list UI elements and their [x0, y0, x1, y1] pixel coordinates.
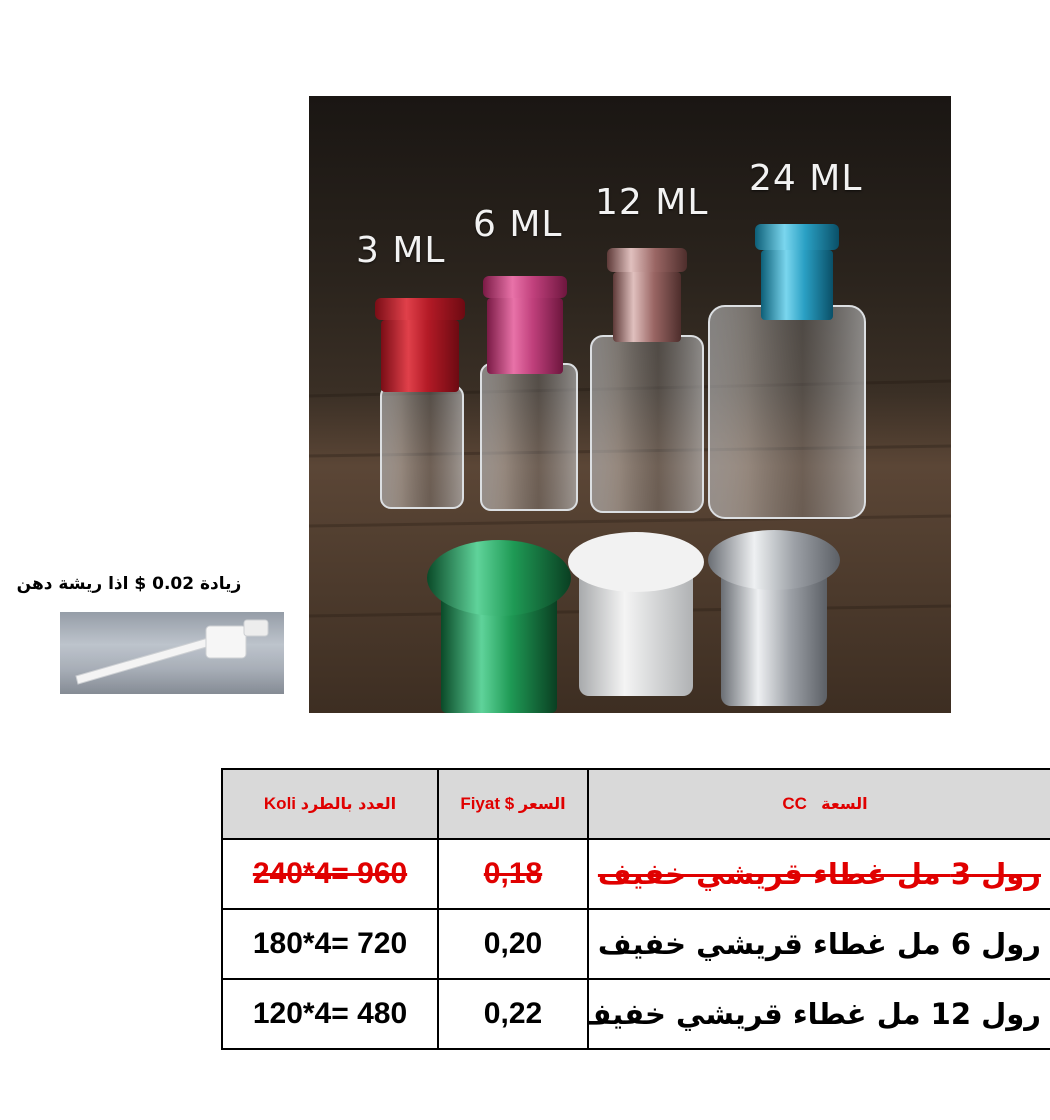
label-6ml: 6 ML	[473, 204, 563, 245]
header-fiyat: Fiyat $ السعر	[437, 768, 589, 840]
bottle-6ml	[480, 276, 578, 511]
cell-price: 0,20	[437, 908, 589, 980]
bottles-illustration	[309, 224, 951, 713]
label-24ml: 24 ML	[749, 158, 863, 199]
cell-description: رول 6 مل غطاء قريشي خفيف	[587, 908, 1050, 980]
cell-koli: 180*4= 720	[221, 908, 439, 980]
product-photo: 3 ML 6 ML 12 ML 24 ML	[309, 96, 951, 713]
table-row: 240*4= 960 0,18 رول 3 مل غطاء قريشي خفيف	[221, 838, 1050, 910]
cell-koli: 240*4= 960	[221, 838, 439, 910]
dropper-photo	[60, 612, 284, 694]
bottle-12ml	[590, 248, 704, 513]
dropper-icon	[60, 612, 284, 694]
note-prefix: زيادة	[200, 574, 242, 594]
cap-green	[427, 540, 571, 713]
table-row: 180*4= 720 0,20 رول 6 مل غطاء قريشي خفيف	[221, 908, 1050, 980]
cell-koli: 120*4= 480	[221, 978, 439, 1050]
cell-description: رول 12 مل غطاء قريشي خفيف	[587, 978, 1050, 1050]
cell-price: 0,18	[437, 838, 589, 910]
dropper-surcharge-note: زيادة 0.02 $ اذا ريشة دهن	[4, 574, 254, 594]
label-3ml: 3 ML	[356, 230, 446, 271]
note-suffix: $ اذا ريشة دهن	[16, 574, 147, 594]
price-table: Koli العدد بالطرد Fiyat $ السعر CC السعة…	[221, 768, 1050, 1050]
table-header-row: Koli العدد بالطرد Fiyat $ السعر CC السعة	[221, 768, 1050, 840]
cell-price: 0,22	[437, 978, 589, 1050]
table-row: 120*4= 480 0,22 رول 12 مل غطاء قريشي خفي…	[221, 978, 1050, 1050]
cell-description: رول 3 مل غطاء قريشي خفيف	[587, 838, 1050, 910]
cap-silver	[708, 530, 840, 706]
header-koli: Koli العدد بالطرد	[221, 768, 439, 840]
cap-white	[568, 532, 704, 696]
bottle-3ml	[375, 298, 465, 509]
label-12ml: 12 ML	[595, 182, 709, 223]
header-cc: CC السعة	[587, 768, 1050, 840]
note-amount: 0.02	[152, 574, 195, 594]
bottle-24ml	[708, 224, 866, 519]
